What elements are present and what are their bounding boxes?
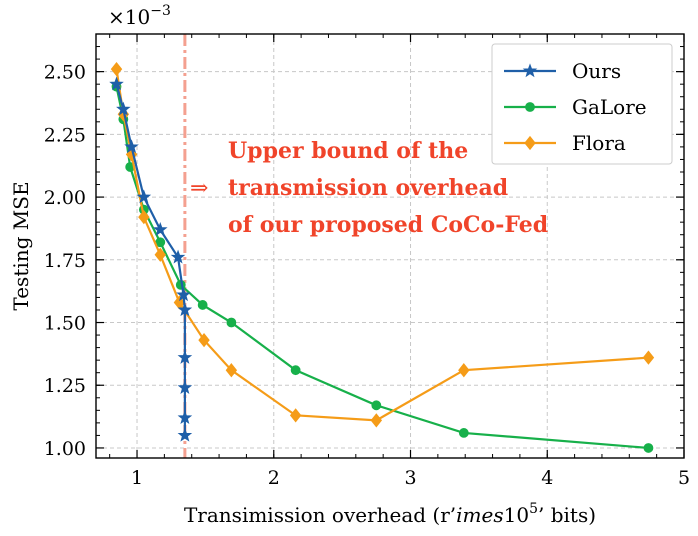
data-point (176, 287, 191, 302)
data-point (643, 443, 654, 453)
y-multiplier-label: ×10−3 (108, 3, 171, 29)
annotation-arrow: ⇒ (190, 176, 208, 201)
data-point (109, 76, 124, 91)
x-label-num: 10 (504, 503, 529, 527)
data-point (177, 410, 193, 425)
x-tick-label: 5 (678, 467, 690, 489)
data-point (154, 247, 166, 262)
data-point (177, 427, 193, 442)
data-point (177, 349, 193, 364)
x-tick-label: 4 (541, 467, 553, 489)
annotation-line: of our proposed CoCo-Fed (228, 212, 548, 238)
data-point (124, 139, 139, 154)
data-point (458, 363, 470, 378)
y-axis-label: Testing MSE (9, 181, 33, 310)
legend-marker (524, 135, 536, 151)
data-point (177, 302, 193, 317)
data-point (170, 249, 186, 264)
data-point (198, 332, 210, 348)
data-point (136, 189, 152, 204)
legend-marker (522, 63, 538, 78)
legend-label: Flora (572, 131, 626, 155)
legend-label: GaLore (572, 95, 647, 119)
y-multiplier-base: ×10 (108, 5, 150, 29)
data-point (226, 317, 237, 328)
x-label-italic: imes (456, 503, 503, 527)
series-ours (109, 76, 193, 442)
legend-entry-flora: Flora (504, 131, 626, 155)
data-point (197, 300, 208, 310)
y-multiplier-exponent: −3 (150, 3, 171, 19)
legend-label: Ours (572, 59, 621, 83)
data-point (138, 210, 150, 225)
x-tick-label: 2 (268, 467, 280, 489)
data-point (116, 101, 131, 116)
data-point (177, 380, 193, 394)
series-line (115, 86, 649, 450)
axis-ticks: 1 2 3 4 5 1.00 1.25 1.50 1.75 2.00 2.25 2.50 (44, 34, 690, 489)
y-tick-label: 2.25 (44, 124, 86, 146)
data-point (370, 413, 383, 428)
series-layer (109, 61, 655, 453)
y-tick-label: 1.00 (44, 438, 86, 460)
data-point (290, 365, 301, 376)
y-tick-label: 2.50 (44, 62, 86, 84)
annotation-line: Upper bound of the (228, 138, 468, 164)
series-line (115, 83, 186, 436)
legend-marker (525, 102, 535, 112)
data-point (225, 363, 238, 378)
x-label-sup: 5 (529, 501, 538, 517)
data-point (458, 428, 469, 438)
legend-box (491, 43, 673, 165)
y-tick-label: 1.50 (44, 313, 86, 335)
plot-frame (95, 33, 685, 459)
x-tick-label: 1 (131, 467, 143, 489)
x-label-post: ’ bits) (538, 503, 596, 527)
data-point (371, 400, 382, 411)
y-tick-label: 2.00 (44, 187, 86, 209)
y-tick-label: 1.25 (44, 375, 86, 397)
annotation-line: transmission overhead (228, 175, 508, 201)
annotation: ⇒ Upper bound of the transmission overhe… (190, 138, 548, 238)
legend: Ours GaLore Flora (491, 43, 673, 165)
y-tick-label: 1.75 (44, 250, 86, 272)
x-label-pre: Transimission overhead (r’ (184, 503, 456, 527)
legend-entry-ours: Ours (504, 59, 621, 83)
data-point (642, 350, 655, 365)
legend-entry-galore: GaLore (504, 95, 647, 119)
x-axis-label: Transimission overhead (r’imes105’ bits) (184, 501, 596, 527)
data-point (289, 408, 302, 423)
data-point (152, 222, 168, 236)
data-point (110, 61, 123, 77)
x-tick-label: 3 (404, 467, 416, 489)
